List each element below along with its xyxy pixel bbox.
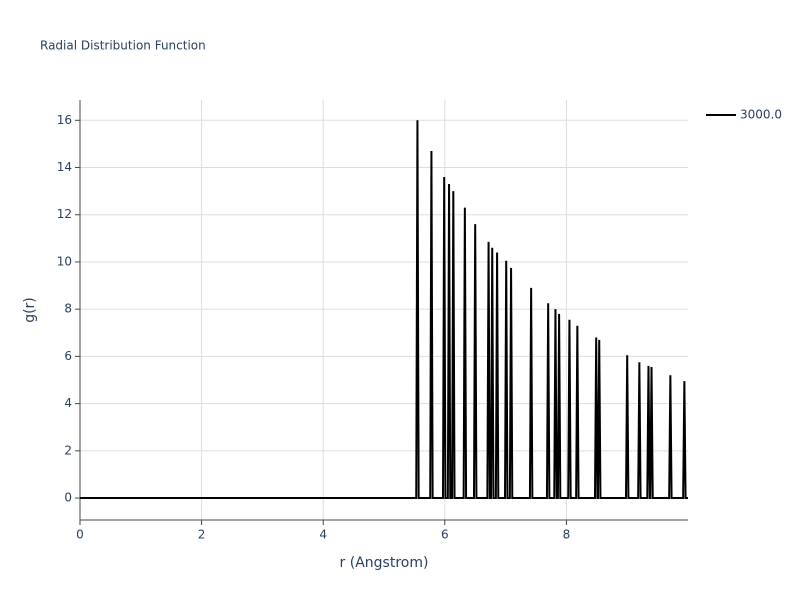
y-tick-label: 0 <box>64 491 72 505</box>
data-line <box>80 120 688 500</box>
x-tick-label: 4 <box>319 528 327 542</box>
x-tick-label: 2 <box>198 528 206 542</box>
x-axis-title: r (Angstrom) <box>340 555 429 571</box>
y-tick-label: 2 <box>64 443 72 457</box>
y-tick-label: 8 <box>64 302 72 316</box>
y-tick-label: 12 <box>57 207 72 221</box>
y-tick-label: 10 <box>57 254 72 268</box>
legend-label: 3000.0 <box>740 108 782 122</box>
chart-title: Radial Distribution Function <box>40 39 206 53</box>
y-tick-label: 6 <box>64 349 72 363</box>
x-tick-label: 8 <box>563 528 571 542</box>
y-tick-label: 4 <box>64 396 72 410</box>
y-axis-title: g(r) <box>22 297 38 323</box>
x-tick-label: 0 <box>76 528 84 542</box>
y-tick-label: 16 <box>57 113 72 127</box>
y-tick-label: 14 <box>57 160 72 174</box>
x-tick-label: 6 <box>441 528 449 542</box>
